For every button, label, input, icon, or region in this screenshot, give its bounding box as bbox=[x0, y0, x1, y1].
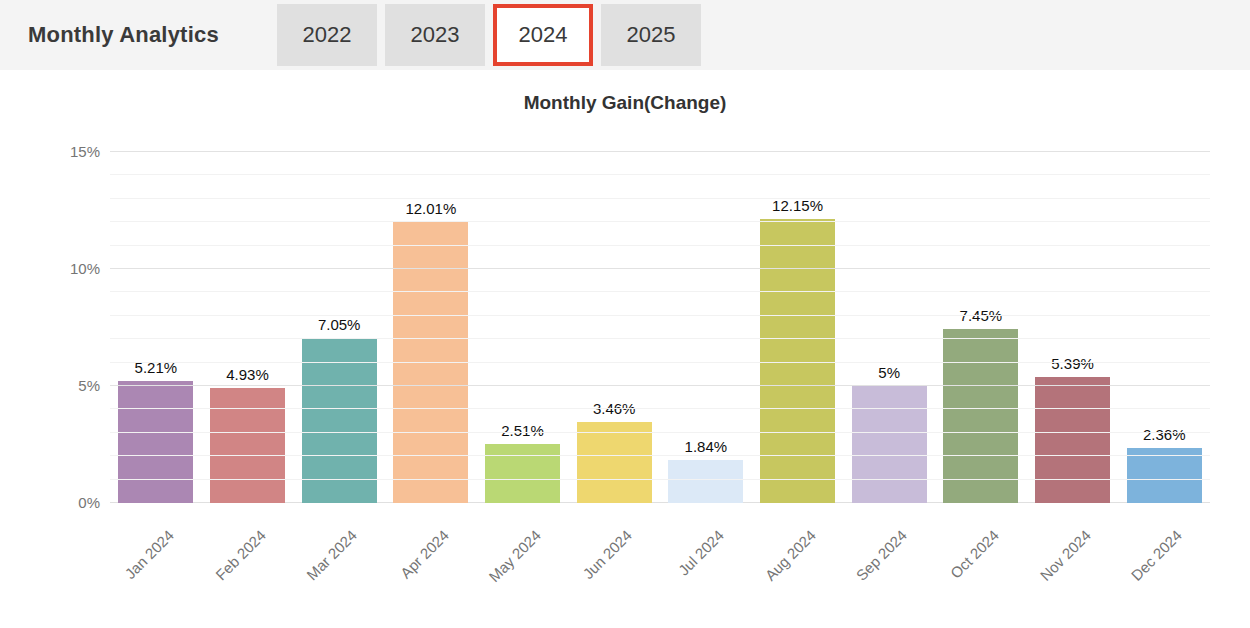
bar-value-label: 2.36% bbox=[1143, 426, 1186, 443]
x-tick-label-may-2024: May 2024 bbox=[457, 526, 543, 612]
bar-jul-2024[interactable] bbox=[668, 460, 743, 503]
minor-gridline bbox=[110, 221, 1210, 222]
bar-slot-nov-2024: 5.39% bbox=[1027, 152, 1119, 503]
plot-area: 5.21% 4.93% 7.05% 12.01% 2.51% 3.46% 1.84% 12.1… bbox=[110, 152, 1210, 503]
tab-2022[interactable]: 2022 bbox=[277, 4, 377, 66]
bar-slot-mar-2024: 7.05% bbox=[293, 152, 385, 503]
x-tick-label-nov-2024: Nov 2024 bbox=[1007, 526, 1093, 612]
x-tick-label-jun-2024: Jun 2024 bbox=[549, 526, 635, 612]
bar-slot-jul-2024: 1.84% bbox=[660, 152, 752, 503]
major-gridline-10 bbox=[110, 268, 1210, 269]
x-tick-label-oct-2024: Oct 2024 bbox=[916, 526, 1002, 612]
minor-gridline bbox=[110, 174, 1210, 175]
bar-slot-feb-2024: 4.93% bbox=[202, 152, 294, 503]
x-tick-label-sep-2024: Sep 2024 bbox=[824, 526, 910, 612]
chart-title: Monthly Gain(Change) bbox=[0, 92, 1250, 114]
header-bar: Monthly Analytics 2022202320242025 bbox=[0, 0, 1250, 70]
y-tick-label-10%: 10% bbox=[40, 261, 100, 277]
bar-value-label: 5.39% bbox=[1051, 355, 1094, 372]
x-tick-label-dec-2024: Dec 2024 bbox=[1099, 526, 1185, 612]
minor-gridline bbox=[110, 338, 1210, 339]
x-tick-label-jan-2024: Jan 2024 bbox=[91, 526, 177, 612]
x-tick-label-feb-2024: Feb 2024 bbox=[182, 526, 268, 612]
bar-slot-jun-2024: 3.46% bbox=[568, 152, 660, 503]
bar-slot-aug-2024: 12.15% bbox=[752, 152, 844, 503]
bar-oct-2024[interactable] bbox=[943, 329, 1018, 503]
bar-slot-jan-2024: 5.21% bbox=[110, 152, 202, 503]
minor-gridline bbox=[110, 198, 1210, 199]
minor-gridline bbox=[110, 455, 1210, 456]
x-tick-label-mar-2024: Mar 2024 bbox=[274, 526, 360, 612]
bar-jan-2024[interactable] bbox=[118, 381, 193, 503]
page-title: Monthly Analytics bbox=[28, 0, 219, 70]
x-tick-label-aug-2024: Aug 2024 bbox=[732, 526, 818, 612]
bar-slot-sep-2024: 5% bbox=[843, 152, 935, 503]
bar-value-label: 12.01% bbox=[405, 200, 456, 217]
minor-gridline bbox=[110, 479, 1210, 480]
minor-gridline bbox=[110, 362, 1210, 363]
bar-value-label: 4.93% bbox=[226, 366, 269, 383]
bar-slot-oct-2024: 7.45% bbox=[935, 152, 1027, 503]
bar-sep-2024[interactable] bbox=[852, 386, 927, 503]
bar-value-label: 12.15% bbox=[772, 197, 823, 214]
bar-feb-2024[interactable] bbox=[210, 388, 285, 503]
x-tick-label-apr-2024: Apr 2024 bbox=[366, 526, 452, 612]
bar-value-label: 1.84% bbox=[685, 438, 728, 455]
minor-gridline bbox=[110, 432, 1210, 433]
tab-2025[interactable]: 2025 bbox=[601, 4, 701, 66]
year-tabs: 2022202320242025 bbox=[277, 4, 701, 66]
x-tick-label-jul-2024: Jul 2024 bbox=[641, 526, 727, 612]
bar-slot-dec-2024: 2.36% bbox=[1118, 152, 1210, 503]
major-gridline-15 bbox=[110, 151, 1210, 152]
monthly-gain-chart: Monthly Gain(Change) 5.21% 4.93% 7.05% 12.0… bbox=[0, 70, 1250, 628]
bar-slot-may-2024: 2.51% bbox=[477, 152, 569, 503]
bar-jun-2024[interactable] bbox=[577, 422, 652, 503]
minor-gridline bbox=[110, 315, 1210, 316]
major-gridline-5 bbox=[110, 385, 1210, 386]
bar-value-label: 7.05% bbox=[318, 316, 361, 333]
minor-gridline bbox=[110, 408, 1210, 409]
tab-2024-selected[interactable]: 2024 bbox=[493, 4, 593, 66]
y-tick-label-5%: 5% bbox=[40, 378, 100, 394]
bar-nov-2024[interactable] bbox=[1035, 377, 1110, 503]
minor-gridline bbox=[110, 245, 1210, 246]
y-tick-label-0%: 0% bbox=[40, 495, 100, 511]
bar-value-label: 5% bbox=[878, 364, 900, 381]
x-axis-labels: Jan 2024Feb 2024Mar 2024Apr 2024May 2024… bbox=[110, 512, 1210, 622]
tab-2023[interactable]: 2023 bbox=[385, 4, 485, 66]
y-tick-label-15%: 15% bbox=[40, 144, 100, 160]
minor-gridline bbox=[110, 291, 1210, 292]
page: Monthly Analytics 2022202320242025 Month… bbox=[0, 0, 1250, 628]
bar-value-label: 2.51% bbox=[501, 422, 544, 439]
bars-container: 5.21% 4.93% 7.05% 12.01% 2.51% 3.46% 1.84% 12.1… bbox=[110, 152, 1210, 503]
bar-slot-apr-2024: 12.01% bbox=[385, 152, 477, 503]
bar-may-2024[interactable] bbox=[485, 444, 560, 503]
